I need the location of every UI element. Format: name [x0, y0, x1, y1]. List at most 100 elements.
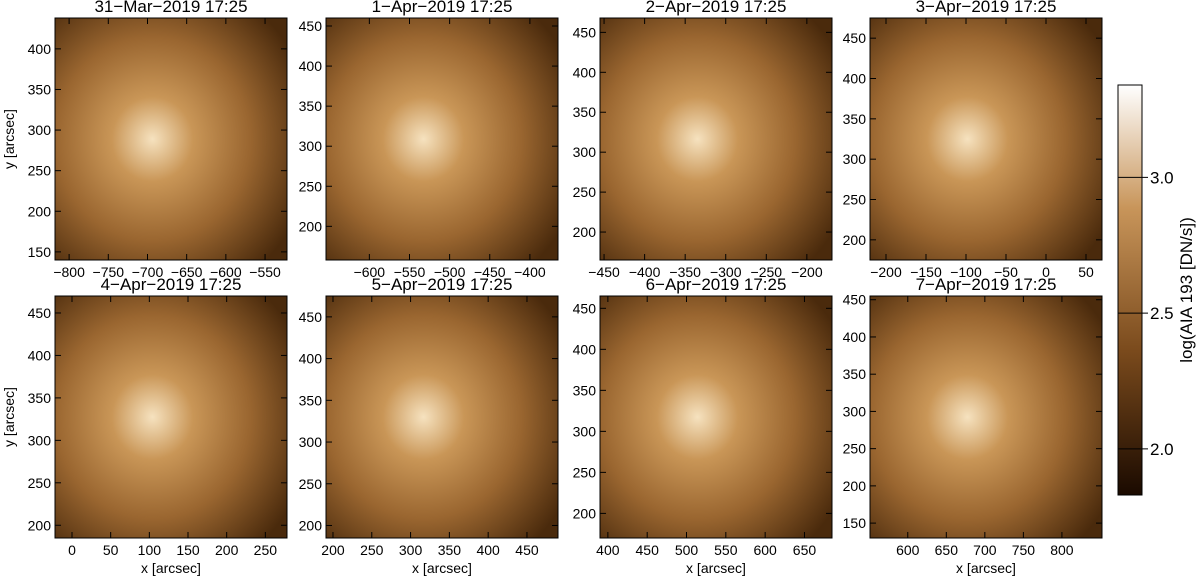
y-tick-label: 450: [28, 305, 52, 321]
frame: [325, 295, 559, 539]
y-tick-label: 450: [843, 292, 867, 308]
x-tick-label: −650: [171, 264, 203, 280]
solar-image: [600, 18, 832, 260]
y-tick-label: 300: [28, 432, 52, 448]
x-tick-label: 750: [1012, 542, 1036, 558]
frame: [599, 17, 833, 261]
x-tick-label: 350: [438, 542, 462, 558]
y-tick-label: 250: [28, 163, 52, 179]
panel-title: 4−Apr−2019 17:25: [101, 275, 242, 294]
x-tick-label: 700: [973, 542, 997, 558]
x-tick-label: −150: [910, 264, 942, 280]
y-tick-label: 300: [843, 151, 867, 167]
y-tick-label: 350: [843, 366, 867, 382]
x-axis-label: x [arcsec]: [686, 560, 746, 576]
y-tick-label: 400: [843, 329, 867, 345]
panel-title: 5−Apr−2019 17:25: [372, 275, 513, 294]
x-tick-label: −800: [53, 264, 85, 280]
solar-image: [870, 18, 1102, 260]
y-tick-label: 250: [843, 192, 867, 208]
y-tick-label: 400: [299, 58, 323, 74]
y-tick-label: 300: [573, 144, 597, 160]
frame: [599, 295, 833, 539]
panel-title: 2−Apr−2019 17:25: [646, 0, 787, 16]
solar-image: [326, 18, 558, 260]
y-tick-label: 150: [28, 244, 52, 260]
frame: [869, 17, 1103, 261]
y-tick-label: 200: [573, 224, 597, 240]
x-tick-label: 100: [138, 542, 162, 558]
y-tick-label: 450: [299, 309, 323, 325]
y-tick-label: 300: [843, 403, 867, 419]
y-tick-label: 350: [28, 81, 52, 97]
colorbar-tick-label: 2.5: [1150, 304, 1174, 323]
x-tick-label: 650: [935, 542, 959, 558]
y-tick-label: 300: [28, 122, 52, 138]
frame: [325, 17, 559, 261]
frame: [54, 295, 288, 539]
x-tick-label: 50: [103, 542, 119, 558]
x-tick-label: −400: [629, 264, 661, 280]
frame: [54, 17, 288, 261]
x-axis-label: x [arcsec]: [141, 560, 201, 576]
y-tick-label: 350: [28, 390, 52, 406]
y-tick-label: 200: [299, 517, 323, 533]
x-tick-label: −250: [751, 264, 783, 280]
y-tick-label: 200: [28, 517, 52, 533]
y-tick-label: 250: [299, 476, 323, 492]
y-tick-label: 200: [299, 218, 323, 234]
panel-title: 7−Apr−2019 17:25: [916, 275, 1057, 294]
x-tick-label: −450: [474, 264, 506, 280]
y-axis-label: y [arcsec]: [1, 387, 17, 447]
y-tick-label: 450: [299, 18, 323, 34]
x-tick-label: 300: [399, 542, 423, 558]
y-tick-label: 400: [573, 64, 597, 80]
y-tick-label: 450: [573, 24, 597, 40]
panel-title: 6−Apr−2019 17:25: [646, 275, 787, 294]
x-tick-label: 250: [360, 542, 384, 558]
y-tick-label: 350: [843, 111, 867, 127]
colorbar-tick-label: 3.0: [1150, 168, 1174, 187]
x-tick-label: −400: [514, 264, 546, 280]
y-tick-label: 350: [299, 98, 323, 114]
y-tick-label: 200: [843, 478, 867, 494]
y-tick-label: 250: [573, 184, 597, 200]
y-tick-label: 400: [299, 351, 323, 367]
y-tick-label: 250: [843, 441, 867, 457]
x-tick-label: 50: [1078, 264, 1094, 280]
x-tick-label: −200: [870, 264, 902, 280]
y-tick-label: 450: [573, 300, 597, 316]
x-tick-label: 450: [515, 542, 539, 558]
colorbar-tick-label: 2.0: [1150, 440, 1174, 459]
x-tick-label: 400: [476, 542, 500, 558]
y-tick-label: 350: [573, 104, 597, 120]
y-tick-label: 350: [573, 382, 597, 398]
x-axis-label: x [arcsec]: [412, 560, 472, 576]
y-tick-label: 250: [299, 178, 323, 194]
y-tick-label: 400: [28, 41, 52, 57]
y-tick-label: 300: [573, 423, 597, 439]
solar-image: [870, 296, 1102, 538]
x-tick-label: 600: [896, 542, 920, 558]
x-tick-label: −50: [994, 264, 1018, 280]
y-tick-label: 350: [299, 392, 323, 408]
solar-image: [326, 296, 558, 538]
x-tick-label: 800: [1050, 542, 1074, 558]
y-tick-label: 300: [299, 138, 323, 154]
x-tick-label: −700: [132, 264, 164, 280]
y-axis-label: y [arcsec]: [1, 109, 17, 169]
x-tick-label: 250: [254, 542, 278, 558]
x-tick-label: −500: [434, 264, 466, 280]
y-tick-label: 450: [843, 30, 867, 46]
y-tick-label: 400: [843, 71, 867, 87]
colorbar-label: log(AIA 193 [DN/s]): [1177, 217, 1196, 363]
x-tick-label: −300: [710, 264, 742, 280]
x-tick-label: 400: [596, 542, 620, 558]
y-tick-label: 200: [573, 505, 597, 521]
x-tick-label: −100: [950, 264, 982, 280]
y-tick-label: 150: [843, 515, 867, 531]
x-tick-label: −350: [669, 264, 701, 280]
x-tick-label: −200: [791, 264, 823, 280]
y-tick-label: 300: [299, 434, 323, 450]
x-tick-label: 500: [675, 542, 699, 558]
